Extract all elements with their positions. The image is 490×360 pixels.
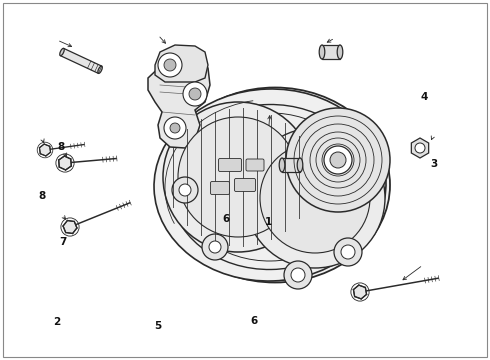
FancyBboxPatch shape — [219, 158, 242, 171]
Circle shape — [189, 88, 201, 100]
Ellipse shape — [279, 158, 285, 172]
Polygon shape — [59, 156, 72, 170]
Text: 2: 2 — [53, 317, 60, 327]
Polygon shape — [155, 45, 208, 82]
Circle shape — [291, 268, 305, 282]
Polygon shape — [148, 60, 210, 148]
Polygon shape — [39, 144, 50, 156]
Circle shape — [415, 143, 425, 153]
Ellipse shape — [297, 158, 303, 172]
Polygon shape — [353, 285, 367, 299]
Polygon shape — [411, 138, 429, 158]
Circle shape — [178, 117, 298, 237]
Text: 1: 1 — [265, 217, 272, 228]
Text: 8: 8 — [38, 191, 45, 201]
Circle shape — [330, 152, 346, 168]
Text: 6: 6 — [223, 213, 230, 224]
Text: 4: 4 — [420, 92, 428, 102]
Polygon shape — [322, 45, 340, 59]
FancyBboxPatch shape — [211, 181, 229, 194]
Circle shape — [260, 143, 370, 253]
Circle shape — [209, 241, 221, 253]
Circle shape — [158, 53, 182, 77]
Text: 6: 6 — [250, 316, 257, 327]
Polygon shape — [63, 221, 77, 234]
Circle shape — [179, 184, 191, 196]
Polygon shape — [282, 158, 300, 172]
Circle shape — [324, 146, 352, 174]
Ellipse shape — [337, 45, 343, 59]
Circle shape — [183, 82, 207, 106]
Circle shape — [163, 102, 313, 252]
Ellipse shape — [319, 45, 325, 59]
Circle shape — [164, 117, 186, 139]
Circle shape — [334, 238, 362, 266]
Circle shape — [164, 59, 176, 71]
Ellipse shape — [160, 87, 390, 283]
Text: 8: 8 — [58, 142, 65, 152]
Circle shape — [202, 234, 228, 260]
Circle shape — [284, 261, 312, 289]
Polygon shape — [60, 48, 102, 73]
Text: 7: 7 — [59, 237, 67, 247]
Text: 5: 5 — [154, 321, 161, 331]
Ellipse shape — [98, 66, 102, 73]
Circle shape — [341, 245, 355, 259]
Text: 3: 3 — [430, 159, 437, 169]
Circle shape — [286, 108, 390, 212]
Ellipse shape — [60, 48, 64, 56]
Ellipse shape — [154, 89, 386, 281]
Circle shape — [245, 128, 385, 268]
FancyBboxPatch shape — [235, 179, 255, 192]
Circle shape — [172, 177, 198, 203]
Circle shape — [170, 123, 180, 133]
FancyBboxPatch shape — [246, 159, 264, 171]
